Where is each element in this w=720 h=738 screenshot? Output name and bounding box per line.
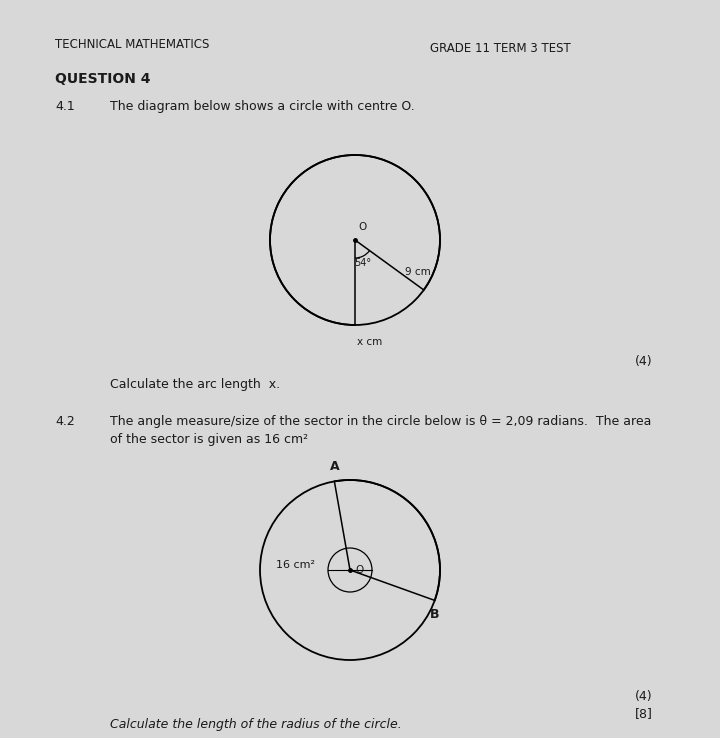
Text: 16 cm²: 16 cm² bbox=[276, 560, 315, 570]
Text: x cm: x cm bbox=[357, 337, 382, 347]
Text: GRADE 11 TERM 3 TEST: GRADE 11 TERM 3 TEST bbox=[430, 42, 571, 55]
Text: O: O bbox=[355, 565, 364, 575]
Text: 54°: 54° bbox=[354, 258, 372, 268]
Text: 4.2: 4.2 bbox=[55, 415, 75, 428]
Text: TECHNICAL MATHEMATICS: TECHNICAL MATHEMATICS bbox=[55, 38, 210, 51]
Text: (4): (4) bbox=[635, 690, 652, 703]
Text: 9 cm: 9 cm bbox=[405, 267, 431, 277]
Text: QUESTION 4: QUESTION 4 bbox=[55, 72, 150, 86]
Text: [8]: [8] bbox=[635, 707, 653, 720]
Text: 4.1: 4.1 bbox=[55, 100, 75, 113]
Text: Calculate the length of the radius of the circle.: Calculate the length of the radius of th… bbox=[110, 718, 402, 731]
Text: (4): (4) bbox=[635, 355, 652, 368]
Text: A: A bbox=[330, 461, 339, 473]
Text: B: B bbox=[430, 608, 439, 621]
Text: Calculate the arc length  x.: Calculate the arc length x. bbox=[110, 378, 280, 391]
Text: The diagram below shows a circle with centre O.: The diagram below shows a circle with ce… bbox=[110, 100, 415, 113]
Text: The angle measure/size of the sector in the circle below is θ = 2,09 radians.  T: The angle measure/size of the sector in … bbox=[110, 415, 652, 428]
Text: of the sector is given as 16 cm²: of the sector is given as 16 cm² bbox=[110, 433, 308, 446]
Text: O: O bbox=[358, 222, 366, 232]
